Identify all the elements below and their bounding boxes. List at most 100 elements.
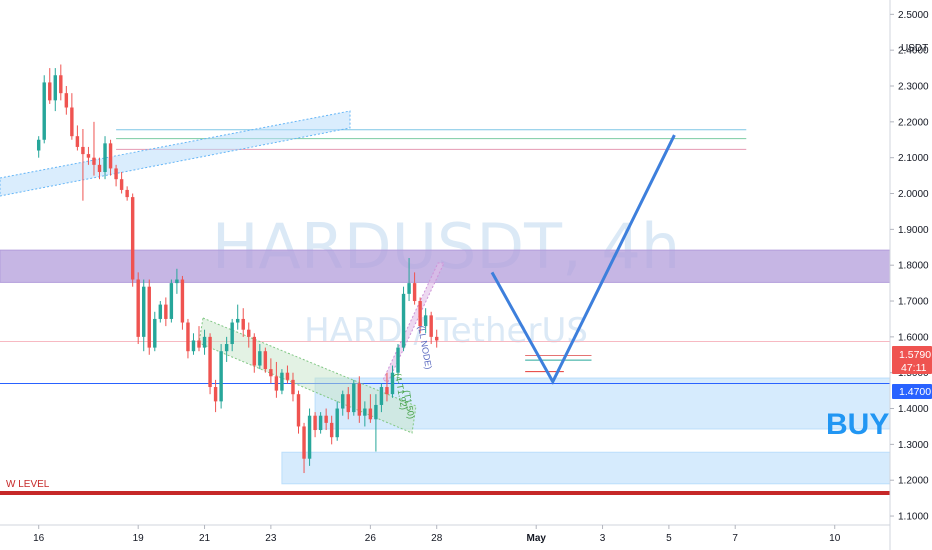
candle-body [379,387,384,405]
price-axis-bg [890,0,932,550]
candle-body [59,75,63,94]
candle-body [86,154,91,158]
candle-body [346,394,350,413]
projection-path [490,134,676,385]
candle-body [429,315,433,337]
y-tick-label: 2.0000 [898,189,929,200]
candle-body [291,379,295,395]
candle-body [114,168,118,180]
candle-body [219,351,223,402]
candle-body [208,336,212,388]
candle-body [36,139,41,151]
candle-body [274,376,279,391]
candle-body [374,404,378,420]
candle-body [352,383,356,413]
candle-body [241,318,245,330]
time-axis[interactable]: 16 19 21 23 26 28 May 3 5 7 10 [0,524,890,544]
candle-body [213,387,218,402]
candle-body [224,344,229,352]
candle-body [252,336,256,366]
candle-body [307,415,312,459]
currency-label: USDT [901,43,928,54]
w-level-line [0,491,890,495]
w-level-label: W LEVEL [6,479,50,490]
candle-body [434,336,439,341]
y-tick-label: 2.5000 [898,10,929,21]
candle-body [285,372,290,380]
candle-body [385,387,389,395]
x-tick-label: 28 [431,533,443,544]
candle-body [247,329,251,337]
x-tick-label: 5 [666,533,672,544]
x-tick-label: 21 [199,533,211,544]
candle-body [363,408,367,416]
candle-body [197,340,201,348]
name-watermark: HARD / TetherUS [304,311,588,351]
candle-body [235,318,240,323]
candles-layer [36,64,439,474]
candle-body [324,415,328,423]
x-tick-label: 10 [829,533,841,544]
buy-label: BUY [826,408,889,441]
candle-body [191,340,196,352]
candle-body [147,286,151,348]
candle-body [169,283,174,319]
candle-body [53,75,57,101]
projection-layer [490,134,676,385]
y-tick-label: 2.4000 [898,46,929,57]
price-tags: 1.5790 47:11 1.4700 [892,346,932,399]
candle-body [180,279,185,323]
candle-body [302,426,306,459]
candle-body [158,304,163,319]
candle-body [401,293,406,348]
current-price-text: 1.5790 [899,349,931,361]
price-axis[interactable]: USDT [889,0,932,550]
y-tick-label: 1.2000 [898,476,929,487]
candle-body [119,179,124,190]
candle-body [412,283,417,302]
candle-body [341,394,345,409]
x-tick-label: 26 [365,533,377,544]
y-ticks: 2.5000 2.4000 2.3000 2.2000 2.1000 2.0000 1.90… [890,10,929,523]
candle-body [130,197,135,280]
candle-body [153,318,157,348]
candle-body [396,347,400,373]
candle-body [230,322,234,345]
candle-body [418,301,422,327]
candle-body [258,351,262,366]
y-tick-label: 2.1000 [898,153,929,164]
candle-body [92,157,96,165]
level-price-tag [892,384,932,399]
candle-body [202,336,207,348]
zone-2 [281,451,891,485]
zone-0 [0,249,891,283]
candle-body [335,408,339,438]
y-tick-label: 2.3000 [898,82,929,93]
candle-body [142,286,146,337]
candle-body [296,394,301,427]
x-tick-label: May [526,533,546,544]
candle-body [103,143,107,173]
candle-body [97,164,102,173]
y-tick-label: 1.4000 [898,404,929,415]
candle-body [108,143,113,169]
candle-body [81,146,85,155]
candle-body [75,136,80,147]
candle-body [125,189,129,198]
x-tick-label: 19 [133,533,145,544]
candle-body [263,351,268,370]
current-price-tag [892,346,932,374]
candle-body [357,383,362,416]
candle-body [390,372,395,395]
candle-body [368,408,373,420]
candle-body [318,415,323,431]
candle-body [175,279,179,284]
x-tick-label: 23 [265,533,277,544]
y-tick-label: 1.1000 [898,512,929,523]
candle-body [42,82,46,140]
y-tick-label: 2.2000 [898,117,929,128]
level-price-text: 1.4700 [899,386,931,398]
countdown-text: 47:11 [901,362,927,374]
y-tick-label: 1.7000 [898,297,929,308]
